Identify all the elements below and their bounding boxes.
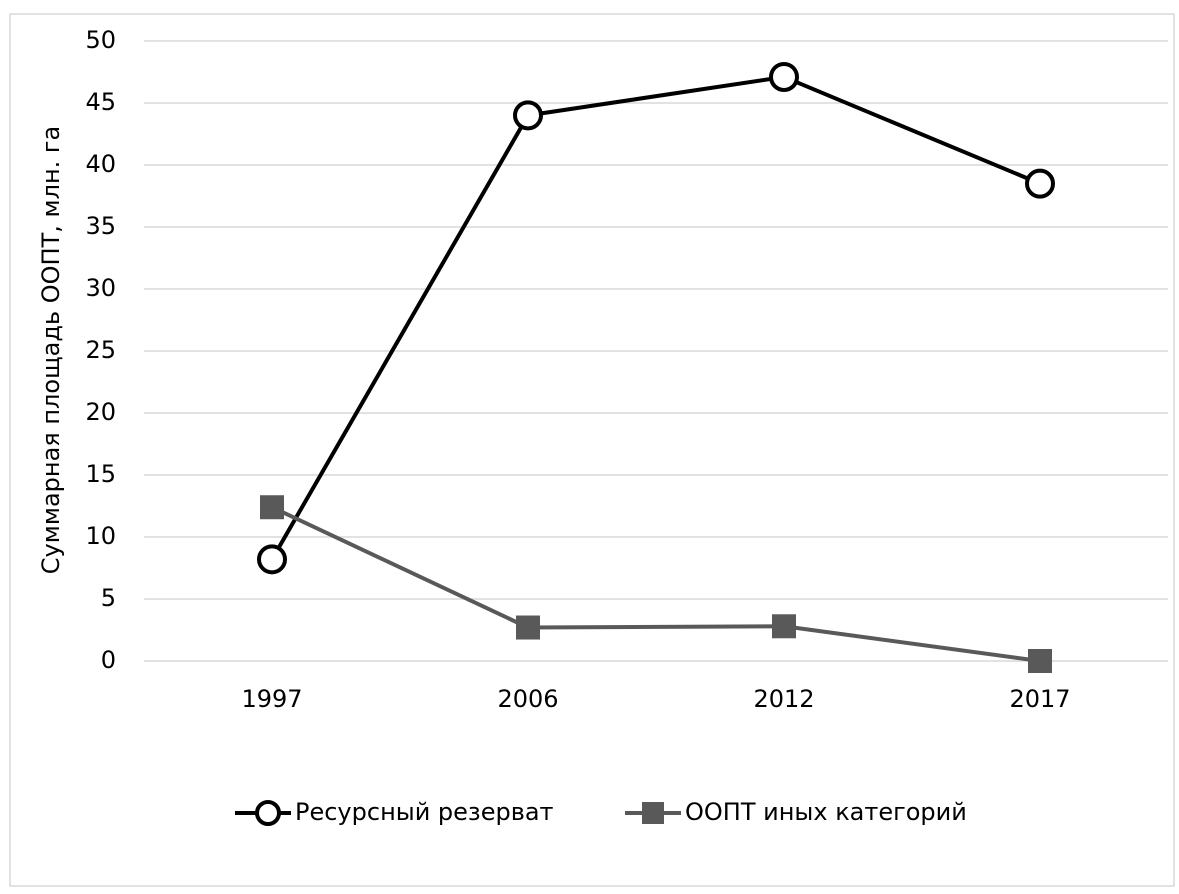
x-tick-label: 1997 [241, 685, 302, 713]
series-line [270, 74, 1041, 561]
marker [769, 61, 799, 92]
marker [516, 615, 540, 640]
marker [260, 495, 284, 520]
marker [772, 614, 796, 639]
chart-frame [9, 13, 1175, 887]
y-axis-label: Суммарная площадь ООПТ, млн. га [37, 126, 65, 574]
legend-label: ООПТ иных категорий [685, 798, 967, 826]
y-tick-label: 10 [85, 522, 116, 550]
marker [257, 544, 287, 575]
legend-marker [642, 802, 664, 824]
marker [513, 100, 543, 131]
y-tick-label: 40 [85, 150, 116, 178]
y-tick-label: 0 [101, 646, 116, 674]
y-tick-label: 50 [85, 26, 116, 54]
x-tick-label: 2012 [753, 685, 814, 713]
y-tick-label: 5 [101, 584, 116, 612]
x-tick-label: 2017 [1009, 685, 1070, 713]
y-tick-label: 25 [85, 336, 116, 364]
legend-label: Ресурсный резерват [295, 798, 554, 826]
y-tick-label: 45 [85, 88, 116, 116]
series-line [271, 505, 1041, 663]
marker [1025, 168, 1055, 199]
y-tick-label: 15 [85, 460, 116, 488]
legend-marker [255, 800, 281, 826]
marker [1028, 649, 1052, 673]
x-tick-label: 2006 [497, 685, 558, 713]
y-tick-label: 30 [85, 274, 116, 302]
y-tick-label: 20 [85, 398, 116, 426]
y-tick-label: 35 [85, 212, 116, 240]
